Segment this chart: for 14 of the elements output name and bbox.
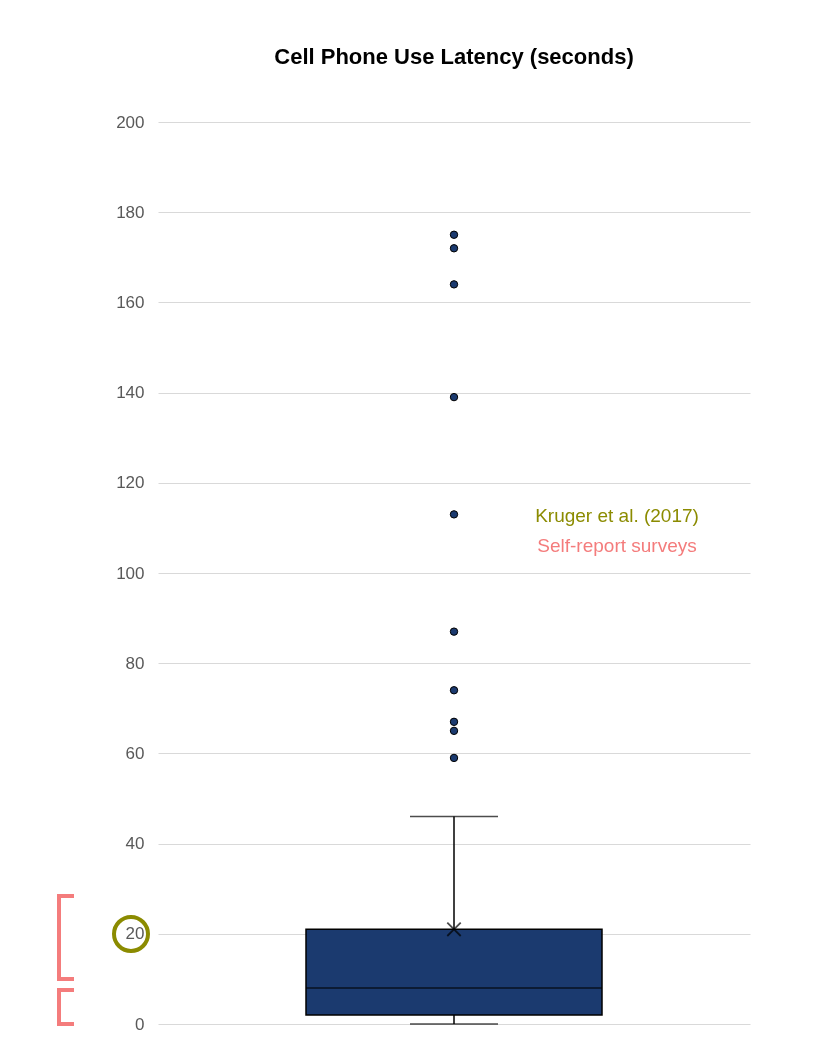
y-tick-label: 120 xyxy=(116,473,145,493)
annotation: Self-report surveys xyxy=(537,535,697,556)
y-tick-label: 60 xyxy=(125,743,145,763)
y-tick-label: 180 xyxy=(116,202,145,222)
annotation: Kruger et al. (2017) xyxy=(535,505,699,526)
y-tick-label: 140 xyxy=(116,383,145,403)
chart-title: Cell Phone Use Latency (seconds) xyxy=(274,44,634,69)
y-tick-label: 0 xyxy=(135,1014,145,1034)
y-tick-label: 80 xyxy=(125,653,145,673)
y-tick-label: 100 xyxy=(116,563,145,583)
y-tick-label: 160 xyxy=(116,292,145,312)
y-tick-label: 40 xyxy=(125,834,145,854)
y-tick-label: 200 xyxy=(116,112,145,132)
y-tick-label: 20 xyxy=(125,924,145,944)
